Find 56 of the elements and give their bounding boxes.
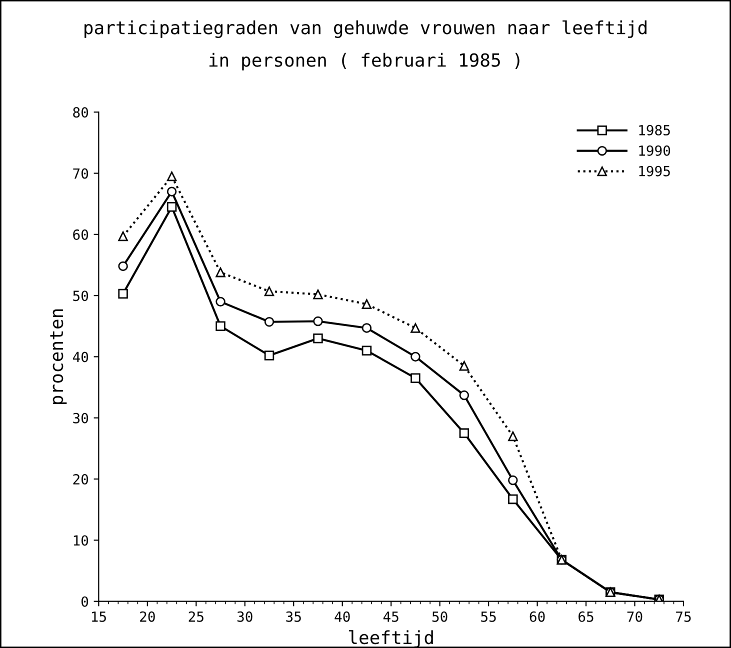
y-tick-label: 40 <box>72 352 88 362</box>
point <box>216 296 226 307</box>
point <box>118 231 128 242</box>
point <box>264 350 274 360</box>
point <box>264 286 274 296</box>
x-tick-label: 70 <box>627 611 642 622</box>
point <box>508 494 518 504</box>
point <box>118 288 128 299</box>
x-tick-label: 20 <box>140 611 155 622</box>
x-axis-title: leeftijd <box>349 630 433 648</box>
y-tick-label: 50 <box>73 290 88 302</box>
point <box>362 346 372 356</box>
y-tick-label: 10 <box>74 535 88 546</box>
y-tick-label: 0 <box>82 596 88 607</box>
point <box>264 317 274 327</box>
point <box>166 202 177 212</box>
point <box>410 323 420 333</box>
x-tick-label: 45 <box>383 612 398 622</box>
x-tick-label: 55 <box>481 612 496 622</box>
point <box>410 373 420 383</box>
x-tick-label: 15 <box>92 612 106 622</box>
point <box>508 475 518 486</box>
x-tick-label: 30 <box>237 611 252 622</box>
x-tick-label: 75 <box>676 612 691 622</box>
point <box>362 299 372 309</box>
point <box>459 361 470 371</box>
x-tick-label: 60 <box>530 611 545 622</box>
point <box>313 334 323 344</box>
legend-label: 1990 <box>639 145 670 156</box>
chart-title: participatiegraden van gehuwde vrouwen naar leeftijd <box>84 20 646 38</box>
y-tick-label: 60 <box>73 229 88 240</box>
point <box>313 289 323 300</box>
chart-subtitle: in personen ( februari 1985 ) <box>209 52 520 70</box>
x-tick-label: 65 <box>578 611 594 622</box>
point <box>216 267 226 278</box>
point <box>459 390 470 400</box>
point <box>166 171 177 182</box>
point <box>362 323 372 333</box>
legend-label: 1995 <box>639 166 670 176</box>
y-axis-title: procenten <box>50 309 67 404</box>
y-tick-label: 80 <box>73 107 88 118</box>
x-tick-label: 40 <box>334 611 350 622</box>
point <box>508 431 518 442</box>
y-tick-label: 20 <box>73 474 88 485</box>
legend-label: 1985 <box>639 124 670 136</box>
y-tick-label: 70 <box>73 168 88 179</box>
point <box>118 261 128 272</box>
y-tick-label: 30 <box>73 412 88 424</box>
x-tick-label: 50 <box>432 611 448 622</box>
point <box>166 186 177 196</box>
point <box>313 316 323 326</box>
x-tick-label: 35 <box>286 611 301 622</box>
point <box>410 352 420 362</box>
point <box>216 321 226 332</box>
point <box>459 428 470 438</box>
x-tick-label: 25 <box>188 611 204 622</box>
